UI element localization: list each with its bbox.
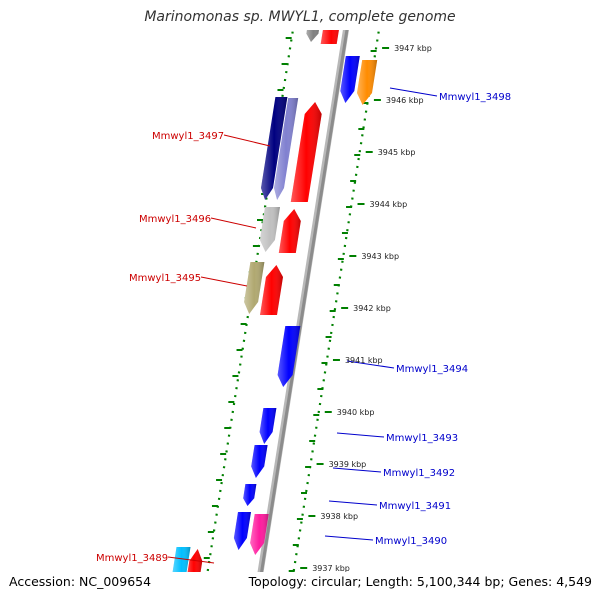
- kbp-label: 3946 kbp: [386, 96, 424, 105]
- kbp-label: 3947 kbp: [394, 44, 432, 53]
- label-leader: [389, 87, 438, 97]
- gene-3497-navy: [261, 97, 288, 200]
- gene-top-gray: [306, 30, 319, 42]
- tick-dot-rings: [206, 30, 381, 572]
- gene-3497-lavender: [274, 98, 299, 200]
- label-leader: [346, 360, 395, 369]
- genome-backbone: [257, 30, 349, 572]
- label-leader: [328, 500, 378, 506]
- label-leader: [332, 467, 382, 473]
- gene-labels: Mmwyl1_3498 Mmwyl1_3497 Mmwyl1_3496 Mmwyl1_…: [96, 92, 511, 564]
- label-leader: [336, 432, 385, 438]
- gene-3496-silver: [259, 207, 280, 252]
- gene-label[interactable]: Mmwyl1_3494: [396, 364, 468, 375]
- kbp-label: 3942 kbp: [353, 304, 391, 313]
- backbone-line: [260, 30, 349, 572]
- kbp-axis-labels: 3947 kbp 3946 kbp 3945 kbp 3944 kbp 3943 kbp…: [300, 44, 432, 573]
- kbp-label: 3938 kbp: [320, 512, 358, 521]
- gene-3498-orange: [357, 60, 378, 105]
- map-title: Marinomonas sp. MWYL1, complete genome: [144, 9, 456, 25]
- accession-text: Accession: NC_009654: [9, 574, 152, 589]
- gene-3491-blue: [243, 484, 257, 506]
- gene-3490-blue: [233, 512, 251, 550]
- label-leader: [210, 217, 257, 229]
- kbp-label: 3937 kbp: [312, 564, 350, 573]
- gene-features: [172, 30, 378, 572]
- kbp-label: 3939 kbp: [329, 460, 367, 469]
- gene-3490-pink: [250, 514, 269, 555]
- gene-3495-khaki: [244, 262, 265, 314]
- gene-label[interactable]: Mmwyl1_3492: [383, 468, 455, 479]
- gene-label[interactable]: Mmwyl1_3489: [96, 553, 168, 564]
- gene-label[interactable]: Mmwyl1_3493: [386, 433, 458, 444]
- label-leader: [200, 276, 248, 287]
- gene-label[interactable]: Mmwyl1_3497: [152, 131, 224, 142]
- gene-3497-red: [290, 102, 322, 202]
- gene-label[interactable]: Mmwyl1_3498: [439, 92, 511, 103]
- gene-3494-blue: [277, 326, 301, 387]
- gene-label[interactable]: Mmwyl1_3496: [139, 214, 211, 225]
- gene-3498-blue: [340, 56, 360, 103]
- label-leader: [223, 134, 271, 147]
- gene-3495-red: [260, 265, 283, 315]
- gene-3493-blue: [259, 408, 277, 444]
- kbp-label: 3945 kbp: [378, 148, 416, 157]
- kbp-label: 3943 kbp: [361, 252, 399, 261]
- label-leader: [167, 556, 215, 564]
- label-leader: [324, 535, 374, 541]
- kbp-label: 3941 kbp: [345, 356, 383, 365]
- gene-label[interactable]: Mmwyl1_3490: [375, 536, 447, 547]
- label-leader-lines: [167, 87, 438, 564]
- gene-3489-cyan: [172, 547, 191, 572]
- gene-3492-blue: [251, 445, 268, 478]
- kbp-label: 3940 kbp: [337, 408, 375, 417]
- gene-label[interactable]: Mmwyl1_3491: [379, 501, 451, 512]
- kbp-label: 3944 kbp: [370, 200, 408, 209]
- gene-label[interactable]: Mmwyl1_3495: [129, 273, 201, 284]
- gene-top-red: [320, 30, 339, 44]
- gene-3496-red: [278, 209, 301, 253]
- topology-text: Topology: circular; Length: 5,100,344 bp…: [248, 574, 592, 589]
